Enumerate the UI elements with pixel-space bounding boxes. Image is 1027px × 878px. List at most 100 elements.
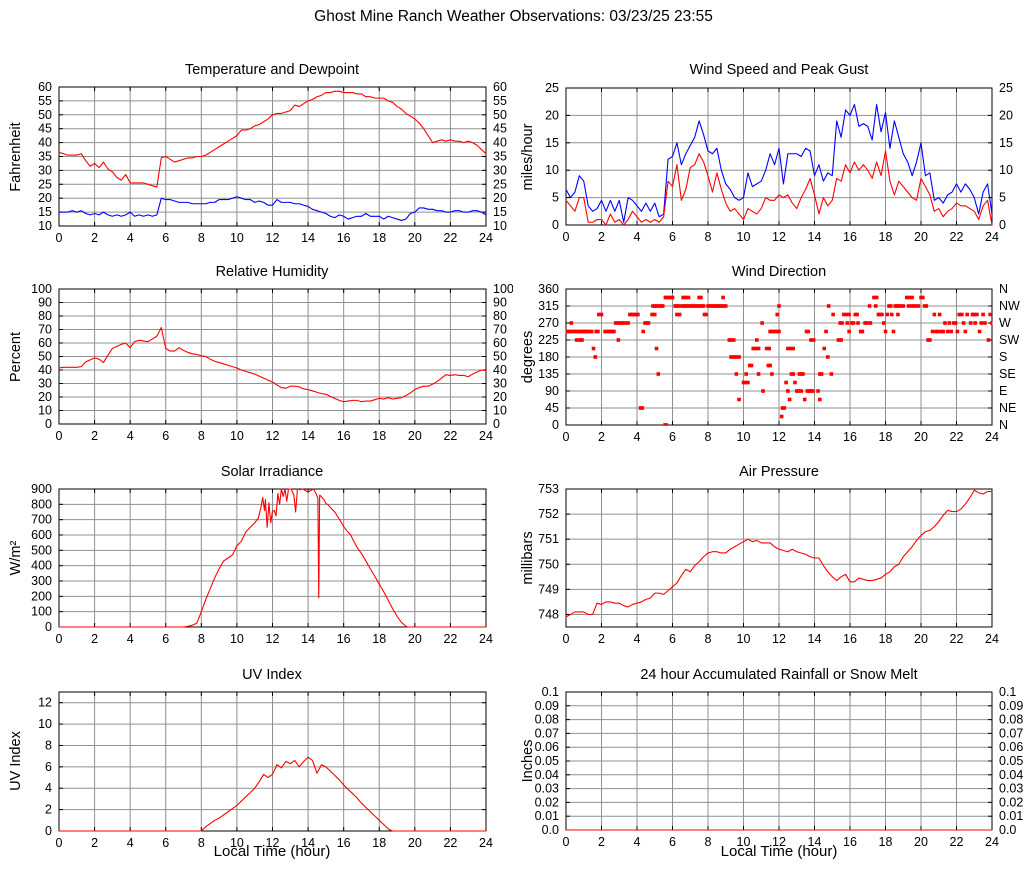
svg-text:8: 8 — [198, 836, 205, 850]
svg-text:25: 25 — [999, 81, 1013, 95]
gridlines — [566, 289, 992, 425]
svg-text:80: 80 — [38, 309, 52, 323]
svg-text:90: 90 — [545, 384, 559, 398]
svg-text:4: 4 — [127, 632, 134, 646]
svg-text:50: 50 — [38, 108, 52, 122]
svg-text:0.0: 0.0 — [999, 823, 1016, 837]
svg-text:50: 50 — [493, 350, 507, 364]
plot-frame — [565, 288, 993, 426]
chart-title-temperature-dewpoint: Temperature and Dewpoint — [184, 62, 360, 78]
svg-text:2: 2 — [91, 231, 98, 245]
svg-text:20: 20 — [914, 632, 928, 646]
svg-text:0: 0 — [552, 218, 559, 232]
svg-text:8: 8 — [45, 738, 52, 752]
svg-text:500: 500 — [31, 543, 52, 557]
svg-text:10: 10 — [545, 163, 559, 177]
svg-text:748: 748 — [538, 607, 559, 621]
svg-text:0.0: 0.0 — [542, 823, 559, 837]
svg-text:18: 18 — [372, 632, 386, 646]
svg-text:14: 14 — [808, 430, 822, 444]
svg-text:14: 14 — [301, 836, 315, 850]
svg-text:20: 20 — [914, 230, 928, 244]
svg-text:2: 2 — [598, 632, 605, 646]
plot-frame — [58, 288, 487, 425]
svg-text:15: 15 — [999, 136, 1013, 150]
svg-text:900: 900 — [31, 482, 52, 496]
svg-text:2: 2 — [91, 836, 98, 850]
svg-text:16: 16 — [337, 429, 351, 443]
svg-text:8: 8 — [198, 632, 205, 646]
gridlines — [59, 692, 486, 831]
tick-marks — [58, 488, 487, 628]
svg-text:20: 20 — [493, 390, 507, 404]
x-axis-label-right: Local Time (hour) — [720, 843, 838, 860]
svg-text:18: 18 — [879, 430, 893, 444]
svg-text:22: 22 — [443, 836, 457, 850]
svg-text:20: 20 — [999, 108, 1013, 122]
svg-text:0: 0 — [45, 824, 52, 838]
svg-text:30: 30 — [493, 163, 507, 177]
svg-text:10: 10 — [230, 429, 244, 443]
svg-text:0: 0 — [493, 417, 500, 431]
svg-text:4: 4 — [127, 836, 134, 850]
svg-text:8: 8 — [705, 430, 712, 444]
svg-text:22: 22 — [950, 835, 964, 849]
chart-title-rainfall: 24 hour Accumulated Rainfall or Snow Mel… — [640, 667, 918, 683]
svg-text:4: 4 — [634, 230, 641, 244]
svg-text:5: 5 — [552, 191, 559, 205]
tick-labels: 0 2 4 6 8 10 12 14 16 18 20 22 240100200300400500600… — [31, 482, 493, 646]
svg-text:50: 50 — [38, 350, 52, 364]
svg-text:20: 20 — [493, 191, 507, 205]
tick-marks — [565, 288, 993, 426]
x-axis-label-left: Local Time (hour) — [213, 843, 331, 860]
svg-text:0: 0 — [45, 417, 52, 431]
svg-text:6: 6 — [162, 632, 169, 646]
svg-text:4: 4 — [634, 632, 641, 646]
svg-text:225: 225 — [538, 333, 559, 347]
svg-text:0.1: 0.1 — [542, 685, 559, 699]
svg-text:40: 40 — [493, 136, 507, 150]
svg-text:2: 2 — [91, 429, 98, 443]
svg-text:0: 0 — [56, 632, 63, 646]
chart-title-relative-humidity: Relative Humidity — [215, 264, 329, 280]
svg-text:10: 10 — [38, 404, 52, 418]
svg-text:30: 30 — [493, 377, 507, 391]
svg-text:0.05: 0.05 — [999, 754, 1023, 768]
svg-text:24: 24 — [985, 632, 999, 646]
svg-text:4: 4 — [45, 781, 52, 795]
svg-text:6: 6 — [669, 430, 676, 444]
svg-text:6: 6 — [162, 429, 169, 443]
svg-text:24: 24 — [985, 835, 999, 849]
svg-text:14: 14 — [301, 231, 315, 245]
svg-text:4: 4 — [634, 835, 641, 849]
plot-frame — [58, 86, 487, 227]
svg-text:0: 0 — [999, 218, 1006, 232]
svg-text:24: 24 — [479, 429, 493, 443]
svg-text:NW: NW — [999, 299, 1020, 313]
plot-frame — [565, 488, 993, 628]
svg-text:753: 753 — [538, 482, 559, 496]
svg-text:16: 16 — [843, 430, 857, 444]
svg-text:22: 22 — [443, 231, 457, 245]
svg-text:60: 60 — [493, 80, 507, 94]
svg-text:90: 90 — [38, 296, 52, 310]
svg-text:4: 4 — [127, 429, 134, 443]
svg-text:N: N — [999, 418, 1008, 432]
svg-text:600: 600 — [31, 528, 52, 542]
svg-text:2: 2 — [91, 632, 98, 646]
svg-text:0.09: 0.09 — [535, 699, 559, 713]
svg-text:300: 300 — [31, 574, 52, 588]
svg-text:0.01: 0.01 — [535, 809, 559, 823]
tick-marks — [565, 87, 993, 226]
svg-text:0: 0 — [56, 231, 63, 245]
svg-text:8: 8 — [705, 230, 712, 244]
svg-text:2: 2 — [598, 430, 605, 444]
svg-text:40: 40 — [38, 136, 52, 150]
svg-text:60: 60 — [38, 80, 52, 94]
svg-text:0.07: 0.07 — [535, 726, 559, 740]
svg-text:315: 315 — [538, 299, 559, 313]
